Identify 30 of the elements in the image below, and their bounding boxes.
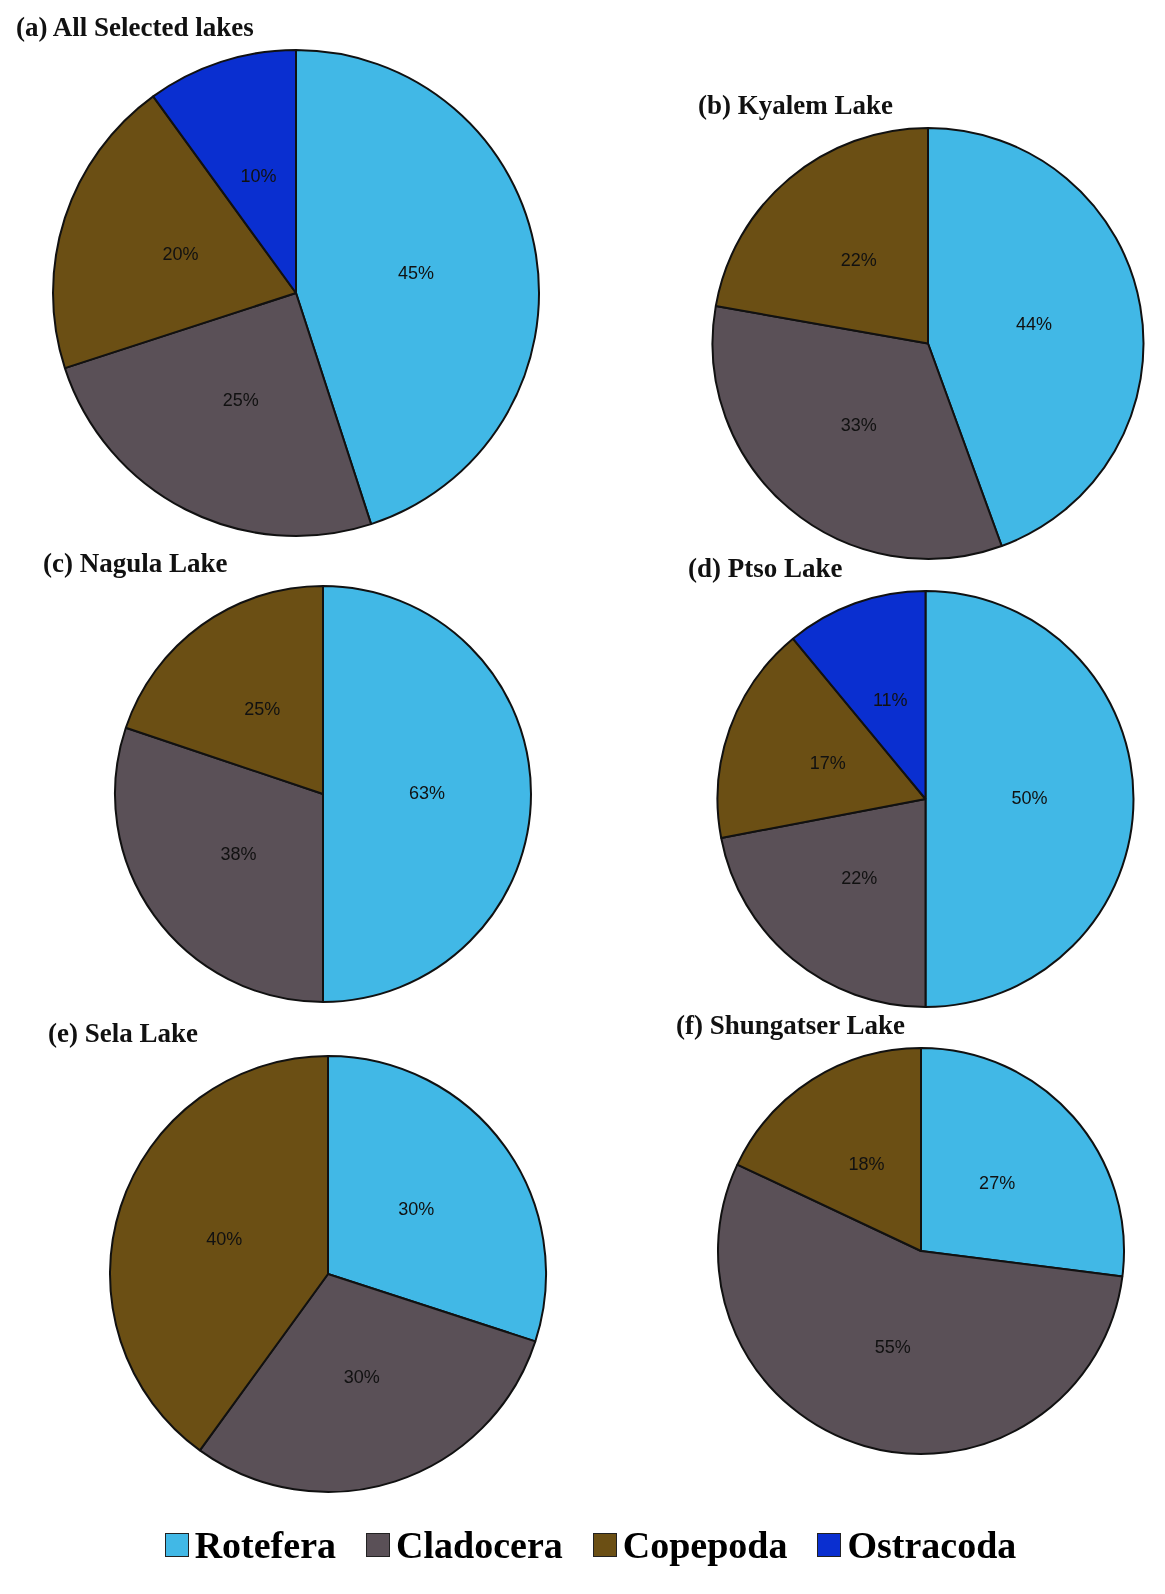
legend-label: Rotefera <box>194 1523 337 1567</box>
data-label: 22% <box>840 249 877 270</box>
data-label: 44% <box>1016 313 1053 334</box>
data-label: 17% <box>809 752 846 773</box>
data-label: 18% <box>848 1154 885 1175</box>
legend-label: Cladocera <box>396 1523 563 1567</box>
data-label: 50% <box>1011 787 1048 808</box>
legend-label: Copepoda <box>622 1523 788 1567</box>
data-label: 45% <box>397 262 435 283</box>
chart-title: (a) All Selected lakes <box>16 12 255 43</box>
data-label: 30% <box>398 1198 435 1219</box>
chart-title: (b) Kyalem Lake <box>698 90 894 121</box>
legend-label: Ostracoda <box>847 1523 1017 1567</box>
data-label: 27% <box>979 1172 1016 1193</box>
data-label: 30% <box>343 1366 380 1387</box>
data-label: 25% <box>244 698 281 719</box>
chart-title: (f) Shungatser Lake <box>676 1010 906 1041</box>
data-label: 55% <box>874 1337 911 1358</box>
chart-title: (d) Ptso Lake <box>688 553 844 584</box>
data-label: 33% <box>840 415 877 436</box>
data-label: 22% <box>841 868 878 889</box>
data-label: 38% <box>220 843 257 864</box>
data-label: 11% <box>872 690 908 711</box>
data-label: 40% <box>206 1229 243 1250</box>
data-label: 63% <box>408 782 446 803</box>
chart-title: (c) Nagula Lake <box>43 548 229 579</box>
data-label: 25% <box>222 390 259 411</box>
chart-title: (e) Sela Lake <box>48 1018 199 1049</box>
data-label: 20% <box>162 244 199 265</box>
data-label: 10% <box>240 166 277 187</box>
